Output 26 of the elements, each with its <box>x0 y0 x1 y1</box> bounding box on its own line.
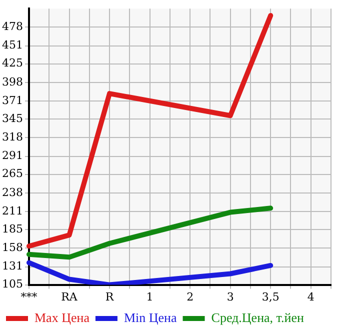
y-tick-label: 318 <box>2 130 23 144</box>
legend-label: Max Цена <box>34 310 90 325</box>
y-tick-label: 211 <box>2 204 23 218</box>
legend-label: Min Цена <box>124 310 177 325</box>
y-tick-label: 158 <box>2 241 23 254</box>
y-tick-label: 371 <box>2 94 23 107</box>
y-tick-label: 425 <box>2 56 23 70</box>
x-tick-label: *** <box>20 290 38 304</box>
y-tick-label: 291 <box>2 149 23 162</box>
x-tick-label: 3 <box>226 290 234 304</box>
x-tick-label: 4 <box>307 290 314 304</box>
y-tick-label: 451 <box>2 38 23 52</box>
legend-label: Сред.Цена, т.йен <box>211 310 304 325</box>
x-tick-label: RA <box>61 290 78 304</box>
x-tick-label: 2 <box>186 290 194 304</box>
y-tick-label: 398 <box>2 75 23 88</box>
y-tick-label: 105 <box>2 278 23 291</box>
y-tick-label: 265 <box>2 167 23 180</box>
y-tick-label: 185 <box>2 222 23 236</box>
x-tick-label: R <box>105 290 114 304</box>
y-tick-label: 131 <box>2 260 23 273</box>
y-tick-label: 345 <box>2 112 23 125</box>
x-tick-label: 1 <box>146 290 154 304</box>
x-tick-label: 3,5 <box>262 290 280 304</box>
y-tick-label: 238 <box>2 186 23 199</box>
y-tick-label: 478 <box>2 20 23 34</box>
